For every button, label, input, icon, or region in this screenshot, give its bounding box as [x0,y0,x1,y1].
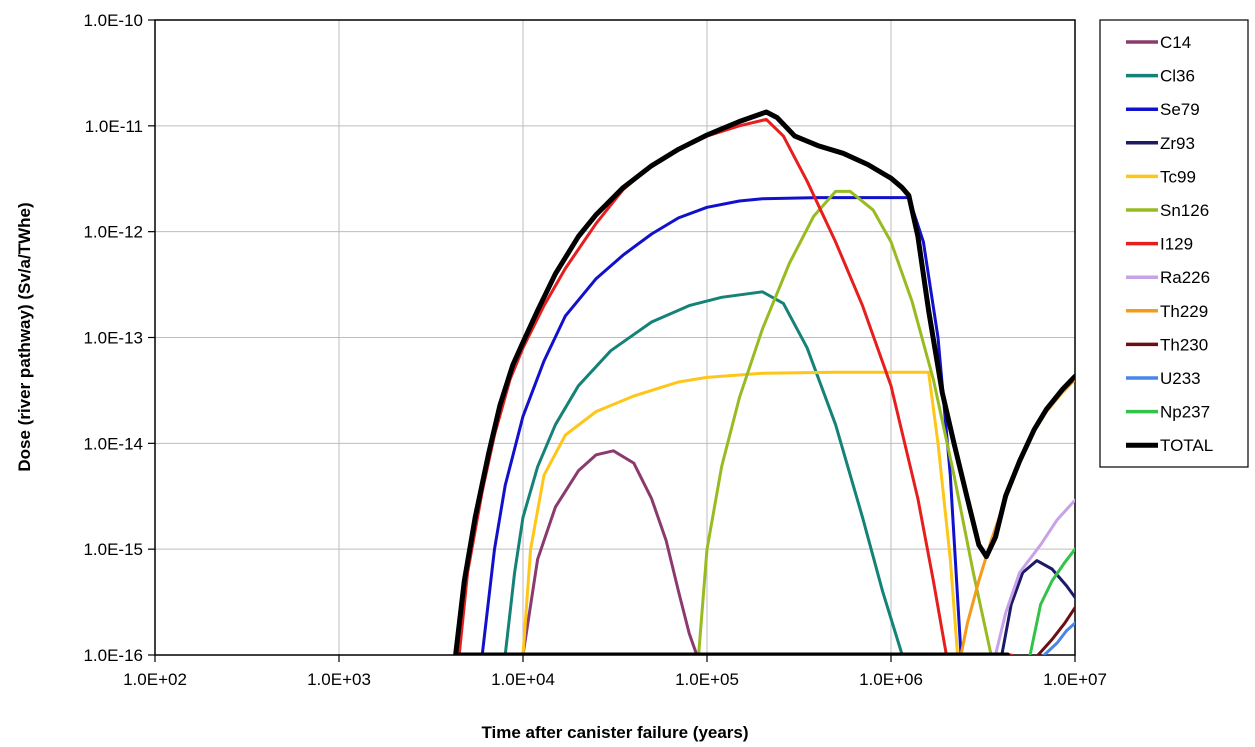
legend-label-zr93: Zr93 [1160,134,1195,153]
legend-label-se79: Se79 [1160,100,1200,119]
legend-label-c14: C14 [1160,33,1191,52]
x-tick-labels: 1.0E+02 1.0E+03 1.0E+04 1.0E+05 1.0E+06 1.0E+… [123,670,1107,689]
x-tick-label: 1.0E+06 [859,670,923,689]
legend-label-i129: I129 [1160,235,1193,254]
x-axis-title: Time after canister failure (years) [481,723,748,742]
series-line-cl36 [503,290,904,655]
x-tick-label: 1.0E+04 [491,670,555,689]
legend-label-tc99: Tc99 [1160,167,1196,186]
legend-label-ra226: Ra226 [1160,268,1210,287]
series-line-u233 [1042,621,1075,655]
series-line-total [453,109,1075,655]
y-tick-label: 1.0E-12 [83,223,143,242]
legend-label-total: TOTAL [1160,436,1213,455]
gridlines [148,19,1076,662]
series-line-c14 [521,449,699,655]
y-tick-label: 1.0E-15 [83,540,143,559]
x-tick-label: 1.0E+03 [307,670,371,689]
series-line-np237 [1028,547,1075,655]
x-tick-label: 1.0E+07 [1043,670,1107,689]
legend-label-th230: Th230 [1160,335,1208,354]
y-tick-label: 1.0E-14 [83,434,143,453]
series-line-se79 [480,196,963,655]
legend-label-cl36: Cl36 [1160,67,1195,86]
y-tick-label: 1.0E-11 [85,117,143,136]
legend: C14 Cl36 Se79 Zr93 Tc99 Sn126 I129 Ra226 Th229 Th… [1099,19,1249,468]
legend-label-u233: U233 [1160,369,1201,388]
y-tick-label: 1.0E-10 [83,11,143,30]
series-lines [453,109,1075,655]
series-line-th230 [1036,606,1075,655]
y-axis-title: Dose (river pathway) (Sv/a/TWhe) [15,202,34,471]
legend-label-sn126: Sn126 [1160,201,1209,220]
y-tick-labels: 1.0E-10 1.0E-11 1.0E-12 1.0E-13 1.0E-14 1.0E-… [83,11,143,665]
series-line-sn126 [697,189,993,655]
series-line-tc99 [521,370,960,655]
legend-box [1099,19,1249,468]
y-tick-label: 1.0E-16 [83,646,143,665]
legend-label-np237: Np237 [1160,403,1210,422]
y-tick-label: 1.0E-13 [83,329,143,348]
x-tick-label: 1.0E+05 [675,670,739,689]
series-line-zr93 [1000,559,1075,655]
series-line-ra226 [994,498,1075,655]
x-tick-label: 1.0E+02 [123,670,187,689]
legend-label-th229: Th229 [1160,302,1208,321]
